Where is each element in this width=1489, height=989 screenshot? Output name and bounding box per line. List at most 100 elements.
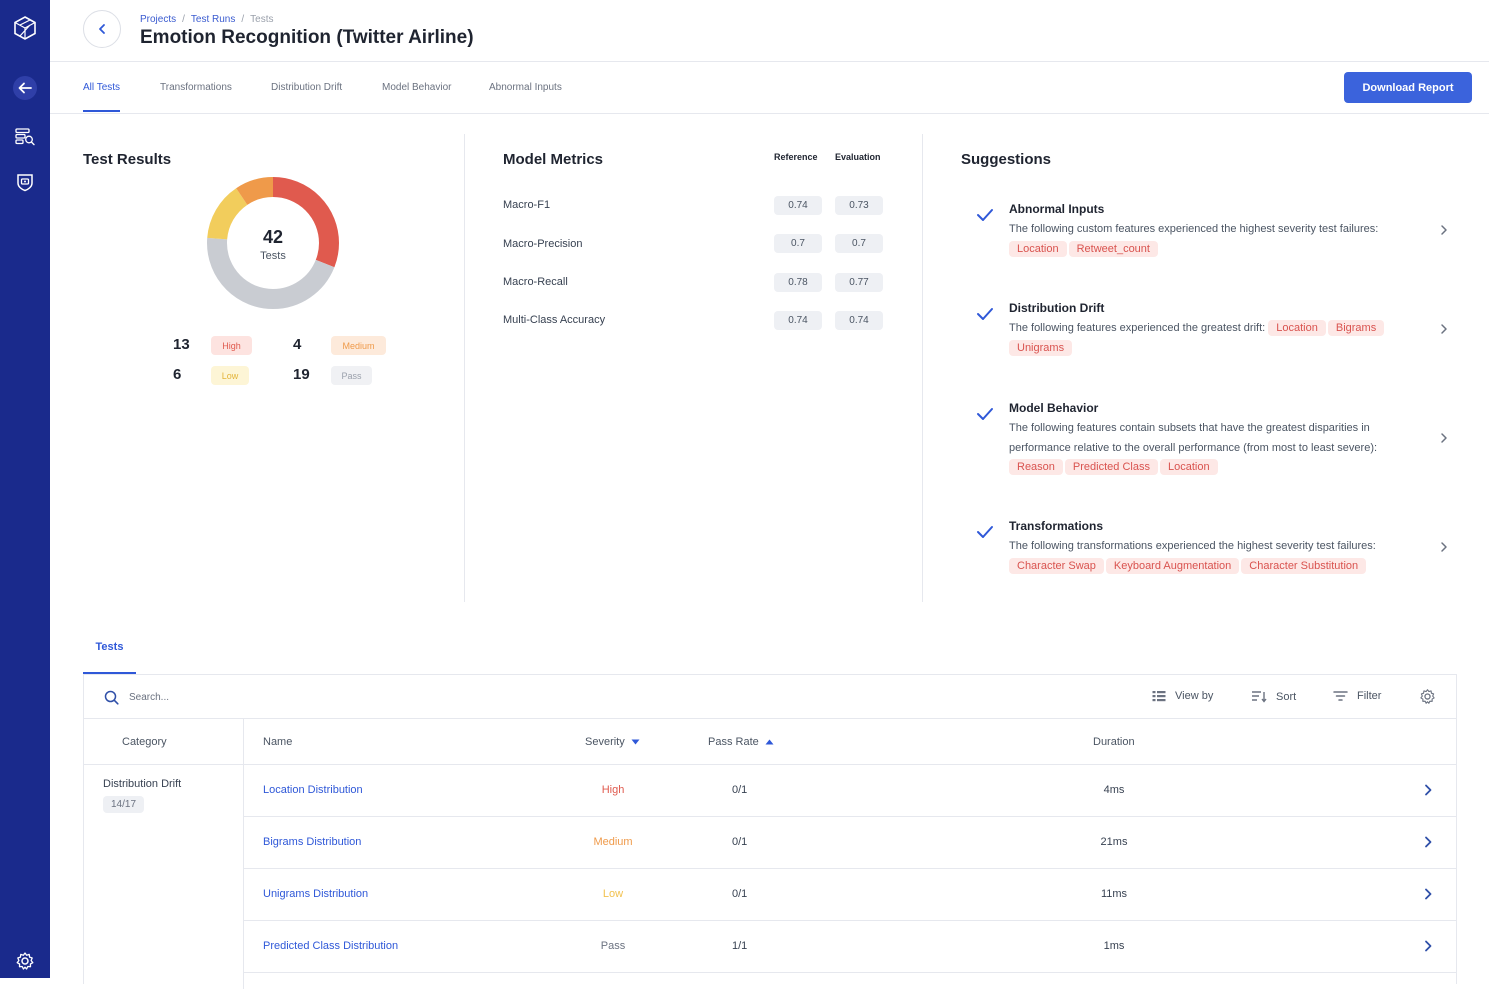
column-severity[interactable]: Severity	[585, 736, 640, 748]
category-count-badge: 14/17	[103, 796, 144, 813]
tab-abnormal-inputs[interactable]: Abnormal Inputs	[489, 82, 562, 93]
model-metrics-title: Model Metrics	[503, 151, 604, 168]
test-duration: 4ms	[1103, 784, 1125, 796]
download-report-button[interactable]: Download Report	[1344, 72, 1472, 103]
suggestion-description: The following custom features experience…	[1009, 220, 1409, 259]
test-name[interactable]: Location Distribution	[263, 784, 363, 796]
caret-up-icon	[765, 739, 774, 745]
search-input[interactable]: Search...	[129, 692, 170, 703]
chevron-right-icon	[1441, 433, 1447, 443]
pass-badge: Pass	[331, 366, 372, 385]
tab-bar: All Tests Transformations Distribution D…	[50, 62, 1489, 114]
column-pass-rate[interactable]: Pass Rate	[708, 736, 774, 748]
feature-tag: Location	[1159, 459, 1218, 475]
view-by-button[interactable]: View by	[1152, 690, 1213, 702]
metric-name: Macro-Recall	[503, 276, 568, 288]
feature-tag: Retweet_count	[1068, 240, 1158, 257]
table-row[interactable]: Bigrams Distribution Medium 0/1 21ms	[244, 817, 1456, 869]
breadcrumb-separator: /	[182, 14, 185, 25]
category-name[interactable]: Distribution Drift	[103, 778, 182, 790]
high-badge: High	[211, 336, 252, 355]
breadcrumb-separator: /	[241, 14, 245, 25]
metric-evaluation-value: 0.74	[835, 311, 883, 330]
test-name[interactable]: Predicted Class Distribution	[263, 940, 399, 952]
gear-icon[interactable]	[0, 941, 50, 981]
test-duration: 1ms	[1103, 940, 1125, 952]
chevron-right-icon	[1441, 542, 1447, 552]
arrow-left-icon[interactable]	[0, 68, 50, 108]
back-button[interactable]	[83, 10, 121, 48]
test-name[interactable]: Bigrams Distribution	[263, 836, 362, 848]
suggestion-transformations[interactable]: Transformations The following transforma…	[974, 519, 1454, 579]
suggestion-text: The following features contain subsets t…	[1009, 422, 1378, 454]
settings-icon[interactable]	[1419, 688, 1436, 705]
suggestion-text: The following features experienced the g…	[1009, 322, 1266, 334]
main-content: Projects / Test Runs / Tests Emotion Rec…	[50, 0, 1489, 989]
feature-tag: Predicted Class	[1064, 459, 1158, 475]
suggestion-distribution-drift[interactable]: Distribution Drift The following feature…	[974, 301, 1454, 361]
shield-icon[interactable]	[0, 162, 50, 202]
donut-segment-medium	[207, 177, 339, 309]
suggestion-description: The following features experienced the g…	[1009, 319, 1409, 358]
data-search-icon[interactable]	[0, 117, 50, 157]
page-header: Projects / Test Runs / Tests Emotion Rec…	[50, 0, 1489, 62]
metric-reference-value: 0.74	[774, 196, 822, 215]
table-row[interactable]: Unigrams Distribution Low 0/1 11ms	[244, 869, 1456, 921]
check-icon	[977, 526, 993, 538]
breadcrumb-test-runs[interactable]: Test Runs	[190, 14, 236, 25]
sidebar-rail	[0, 0, 50, 978]
total-tests-count: 42	[262, 227, 284, 247]
metric-reference-value: 0.74	[774, 311, 822, 330]
chevron-right-icon[interactable]	[1424, 836, 1432, 848]
chevron-right-icon[interactable]	[1424, 940, 1432, 952]
chevron-right-icon	[1441, 324, 1447, 334]
panel-divider	[464, 134, 465, 602]
feature-tag: Location	[1009, 240, 1067, 257]
filter-icon	[1333, 691, 1348, 701]
test-duration: 11ms	[1100, 888, 1128, 900]
chevron-right-icon[interactable]	[1424, 888, 1432, 900]
tab-model-behavior[interactable]: Model Behavior	[382, 82, 452, 93]
suggestion-abnormal-inputs[interactable]: Abnormal Inputs The following custom fea…	[974, 202, 1454, 262]
view-by-label: View by	[1175, 690, 1214, 702]
low-badge: Low	[211, 366, 249, 385]
active-tab-indicator	[83, 110, 120, 112]
donut-segment-pass	[207, 177, 339, 309]
check-icon	[977, 408, 993, 420]
reference-column-header: Reference	[774, 152, 818, 162]
test-results-title: Test Results	[83, 151, 172, 168]
table-row[interactable]: Location Distribution High 0/1 4ms	[244, 765, 1456, 817]
feature-tag: Character Substitution	[1241, 557, 1367, 574]
chevron-right-icon[interactable]	[1424, 784, 1432, 796]
test-severity: Pass	[600, 940, 626, 952]
total-tests-label: Tests	[260, 250, 286, 262]
table-row[interactable]: Predicted Class Distribution Pass 1/1 1m…	[244, 921, 1456, 973]
test-name[interactable]: Unigrams Distribution	[263, 888, 369, 900]
search-icon	[104, 690, 119, 705]
filter-button[interactable]: Filter	[1333, 690, 1381, 702]
filter-label: Filter	[1357, 690, 1382, 702]
column-name[interactable]: Name	[263, 736, 293, 748]
suggestion-description: The following transformations experience…	[1009, 537, 1409, 576]
tab-tests[interactable]: Tests	[83, 634, 136, 674]
check-icon	[977, 308, 993, 320]
tab-distribution-drift[interactable]: Distribution Drift	[271, 82, 343, 93]
column-duration[interactable]: Duration	[1093, 736, 1135, 748]
tab-transformations[interactable]: Transformations	[160, 82, 232, 93]
sort-label: Sort	[1276, 690, 1297, 703]
feature-tag: Character Swap	[1009, 557, 1104, 574]
metric-evaluation-value: 0.7	[835, 234, 883, 253]
suggestion-model-behavior[interactable]: Model Behavior The following features co…	[974, 401, 1454, 479]
logo-icon[interactable]	[0, 8, 50, 48]
metric-evaluation-value: 0.73	[835, 196, 883, 215]
check-icon	[977, 209, 993, 221]
metric-name: Macro-Precision	[503, 238, 583, 250]
metric-name: Macro-F1	[503, 199, 551, 211]
medium-badge: Medium	[331, 336, 386, 355]
tab-all-tests[interactable]: All Tests	[83, 82, 121, 93]
feature-tag: Bigrams	[1327, 320, 1385, 336]
test-severity: Low	[602, 888, 624, 900]
sort-button[interactable]: Sort	[1251, 690, 1296, 703]
breadcrumb-projects[interactable]: Projects	[140, 14, 177, 25]
caret-down-icon	[631, 739, 640, 745]
